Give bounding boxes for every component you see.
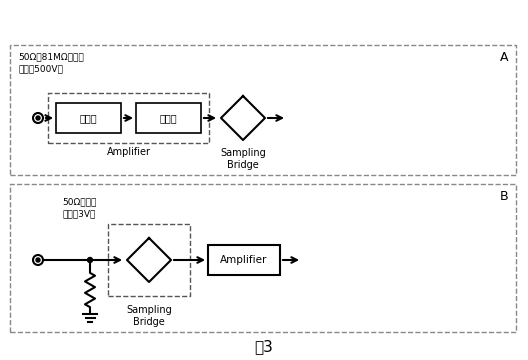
Text: B: B [499, 189, 508, 202]
Circle shape [33, 255, 43, 265]
Circle shape [88, 257, 92, 262]
Text: 50Ω输入端: 50Ω输入端 [62, 198, 97, 207]
Text: 衰减器: 衰减器 [159, 113, 177, 123]
Text: （最大500V）: （最大500V） [18, 64, 63, 73]
Polygon shape [127, 238, 171, 282]
Circle shape [33, 113, 43, 123]
Circle shape [36, 116, 40, 120]
Circle shape [36, 258, 40, 262]
Text: Sampling
Bridge: Sampling Bridge [220, 148, 266, 170]
Bar [56, 103, 121, 133]
Text: Amplifier: Amplifier [220, 255, 268, 265]
Polygon shape [221, 96, 265, 140]
Bar [208, 245, 280, 275]
Text: 图3: 图3 [254, 339, 274, 355]
Bar [136, 103, 201, 133]
Text: 衰减器: 衰减器 [80, 113, 97, 123]
Text: A: A [499, 50, 508, 63]
Text: Amplifier: Amplifier [107, 147, 150, 157]
Text: Sampling
Bridge: Sampling Bridge [126, 305, 172, 327]
Text: 50Ω或81MΩ输入端: 50Ω或81MΩ输入端 [18, 53, 84, 62]
Text: （最大3V）: （最大3V） [62, 210, 96, 219]
